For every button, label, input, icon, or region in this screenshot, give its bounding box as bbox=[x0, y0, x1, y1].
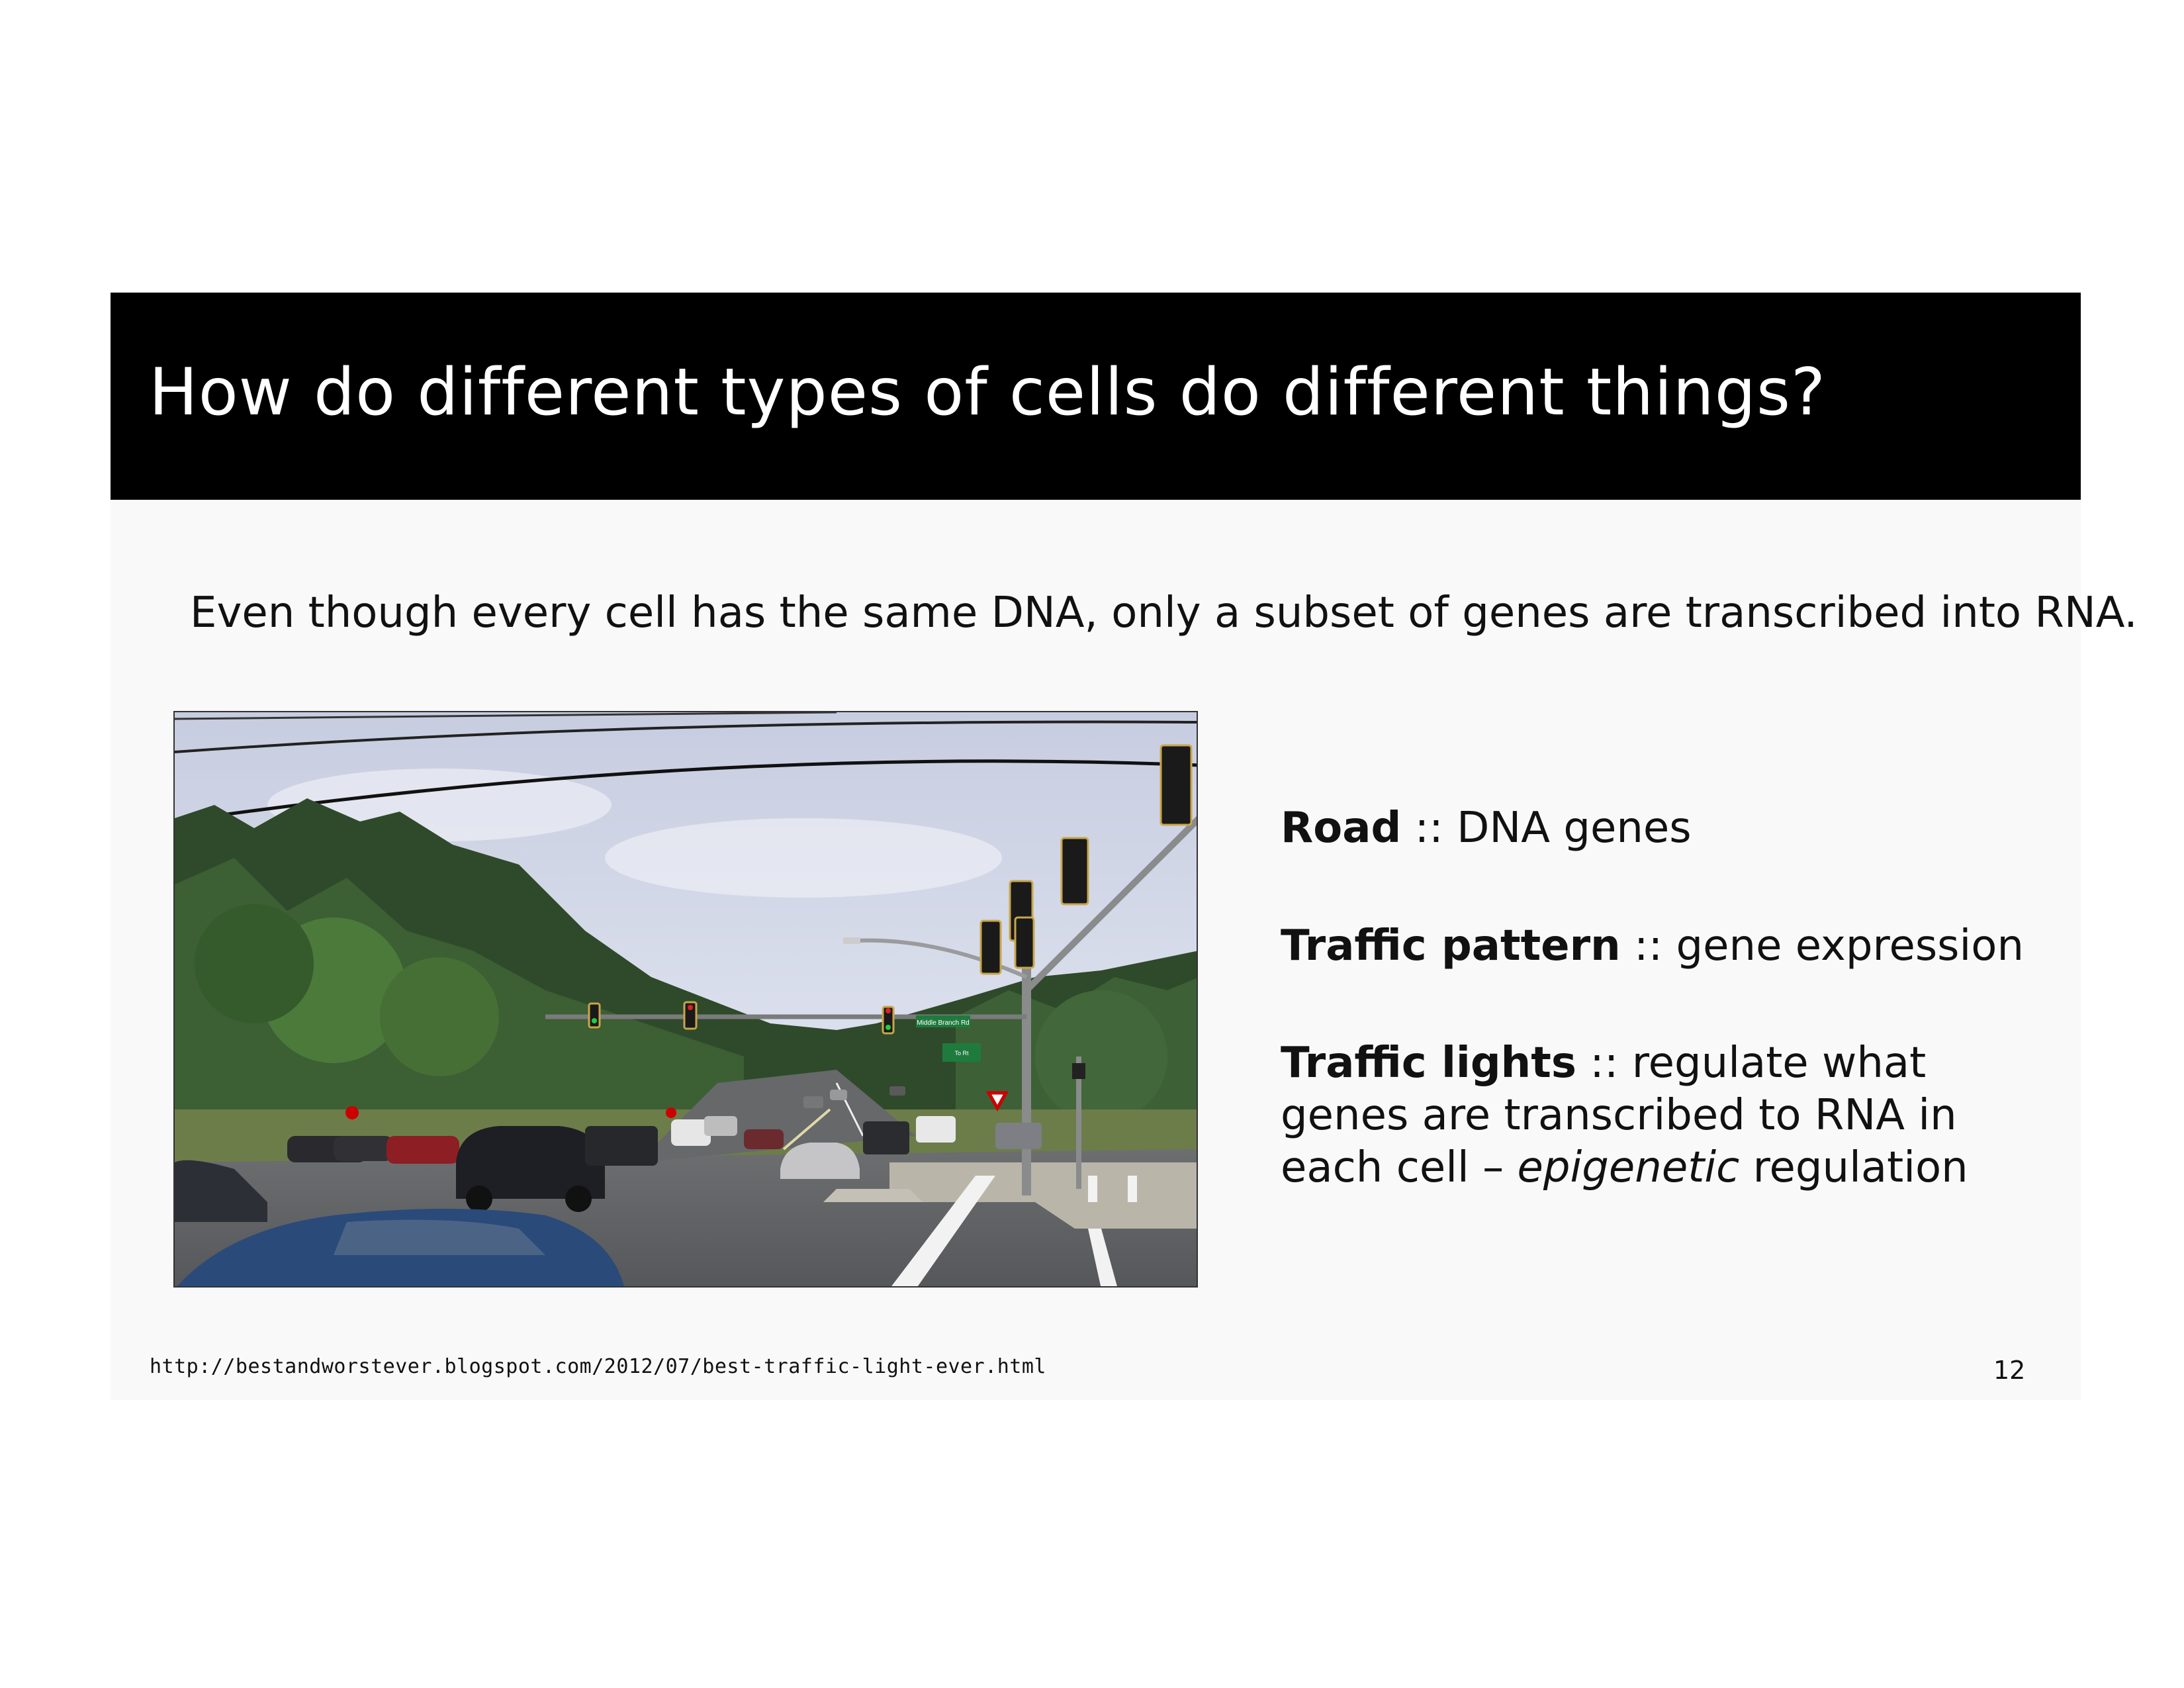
source-url: http://bestandworstever.blogspot.com/201… bbox=[150, 1355, 1046, 1378]
signal-pole bbox=[1022, 931, 1031, 1196]
street-sign-label: Middle Branch Rd bbox=[917, 1019, 969, 1027]
power-line bbox=[175, 759, 1197, 823]
analogy-item: Traffic lights :: regulate what genes ar… bbox=[1281, 1037, 2048, 1194]
yield-sign bbox=[985, 1091, 1009, 1112]
analogy-term: Traffic pattern bbox=[1281, 921, 1621, 970]
analogy-separator: :: bbox=[1576, 1039, 1632, 1088]
slide-title: How do different types of cells do diffe… bbox=[149, 355, 1827, 430]
cars bbox=[175, 1086, 1042, 1286]
street-sign-secondary: To Rt bbox=[954, 1050, 969, 1056]
analogy-desc: regulate what genes are transcribed to R… bbox=[1281, 1039, 1957, 1192]
traffic-intersection-photo: Middle Branch Rd To Rt bbox=[173, 711, 1198, 1288]
traffic-signal bbox=[588, 744, 1193, 1035]
analogy-term: Road bbox=[1281, 804, 1402, 853]
title-bar: How do different types of cells do diffe… bbox=[111, 293, 2081, 500]
analogy-separator: :: bbox=[1620, 921, 1676, 970]
analogy-item: Traffic pattern :: gene expression bbox=[1281, 920, 2024, 972]
analogy-desc: DNA genes bbox=[1457, 804, 1692, 853]
analogy-desc-tail: regulation bbox=[1739, 1143, 1968, 1192]
slide: How do different types of cells do diffe… bbox=[111, 293, 2138, 1400]
analogy-desc: gene expression bbox=[1676, 921, 2025, 970]
power-line bbox=[175, 720, 1197, 753]
analogy-item: Road :: DNA genes bbox=[1281, 802, 1692, 855]
page-number: 12 bbox=[1993, 1356, 2026, 1385]
power-line bbox=[175, 712, 837, 720]
analogy-separator: :: bbox=[1401, 804, 1457, 853]
slide-subtitle: Even though every cell has the same DNA,… bbox=[190, 588, 2138, 637]
street-sign bbox=[916, 1015, 970, 1027]
analogy-desc-emphasis: epigenetic bbox=[1517, 1143, 1740, 1192]
analogy-term: Traffic lights bbox=[1281, 1039, 1576, 1088]
